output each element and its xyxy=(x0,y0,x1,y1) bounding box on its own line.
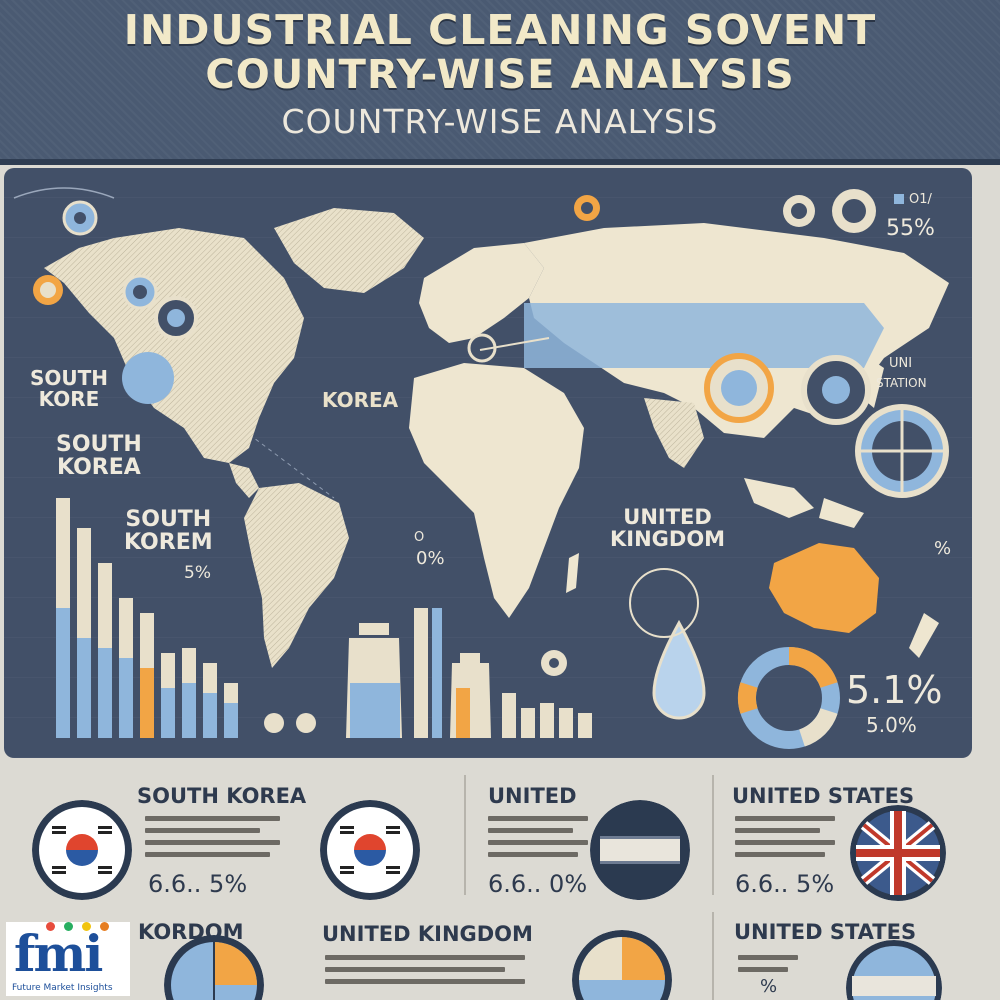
greenland-shape xyxy=(274,208,424,293)
south-korea-flag-icon xyxy=(320,800,420,900)
india-shape xyxy=(644,398,704,468)
map-markers xyxy=(33,189,904,733)
card-title: UNITED KINGDOM xyxy=(322,922,533,946)
world-map-panel: SOUTH KORE SOUTH KOREA SOUTH KOREM KOREA… xyxy=(4,168,972,758)
card-title: UNITED xyxy=(488,784,577,808)
card-divider xyxy=(464,775,466,895)
water-drop-icon xyxy=(652,619,706,720)
europe-shape xyxy=(419,243,544,343)
decorative-bottles xyxy=(346,608,592,738)
union-jack-flag-icon xyxy=(850,805,946,901)
south-america-shape xyxy=(244,483,349,668)
card-value: 6.6.. 5% xyxy=(148,870,248,898)
left-percentage: 5% xyxy=(184,563,211,583)
card-title: UNITED STATES xyxy=(732,784,915,808)
card-divider xyxy=(712,775,714,895)
world-map-graphic xyxy=(13,187,949,749)
donut-small-value: 5.0% xyxy=(866,713,917,737)
fmi-logo: fmi Future Market Insights xyxy=(6,922,130,996)
central-america-shape xyxy=(229,463,259,498)
card-divider xyxy=(712,912,714,1000)
russia-highlight xyxy=(524,303,884,368)
card-text-placeholder xyxy=(145,816,280,864)
top-right-percentage: 55% xyxy=(886,216,935,241)
north-america-shape xyxy=(44,228,304,463)
map-label-south-kore: SOUTH KORE xyxy=(30,366,109,411)
card-value: % xyxy=(760,976,778,997)
card-value: 6.6.. 5% xyxy=(735,870,835,898)
pie-chart-icon xyxy=(164,935,264,1000)
map-label-station: STATION xyxy=(876,376,927,390)
header-banner: INDUSTRIAL CLEANING SOVENT COUNTRY-WISE … xyxy=(0,0,1000,165)
map-label-south-korea: SOUTH KOREA xyxy=(56,432,142,481)
south-korea-flag-icon xyxy=(32,800,132,900)
gauge-graphic xyxy=(855,404,949,498)
map-label-korea: KOREA xyxy=(322,388,399,412)
map-label-south-korem: SOUTH KOREM xyxy=(124,507,213,556)
card-title: SOUTH KOREA xyxy=(137,784,307,808)
blue-flag-icon xyxy=(846,940,942,1000)
australia-highlight xyxy=(769,543,879,633)
striped-flag-icon xyxy=(590,800,690,900)
title-line-1: INDUSTRIAL CLEANING SOVENT xyxy=(123,6,877,54)
card-text-placeholder xyxy=(325,955,525,991)
title-line-2: COUNTRY-WISE ANALYSIS xyxy=(205,52,795,98)
donut-big-value: 5.1% xyxy=(846,668,943,712)
africa-shape xyxy=(409,363,584,618)
blue-bubble xyxy=(122,352,174,404)
map-label-united-kingdom: UNITED KINGDOM xyxy=(610,505,726,552)
card-text-placeholder xyxy=(735,816,835,864)
subtitle-line: COUNTRY-WISE ANALYSIS xyxy=(281,102,719,141)
card-title: UNITED STATES xyxy=(734,920,917,944)
center-small-value: O xyxy=(414,530,425,545)
fmi-logo-subtitle: Future Market Insights xyxy=(12,983,113,993)
center-percentage: 0% xyxy=(416,548,445,569)
map-label-uni: UNI xyxy=(889,356,913,371)
card-value: 6.6.. 0% xyxy=(488,870,588,898)
fmi-logo-word: fmi xyxy=(14,924,103,983)
right-percentage: % xyxy=(934,538,952,559)
card-text-placeholder xyxy=(738,955,798,979)
donut-chart-graphic xyxy=(738,646,840,749)
pie-chart-icon xyxy=(572,930,672,1000)
top-right-small-value: O1/ xyxy=(909,192,932,207)
decorative-bar-chart xyxy=(56,498,238,738)
card-text-placeholder xyxy=(488,816,588,864)
